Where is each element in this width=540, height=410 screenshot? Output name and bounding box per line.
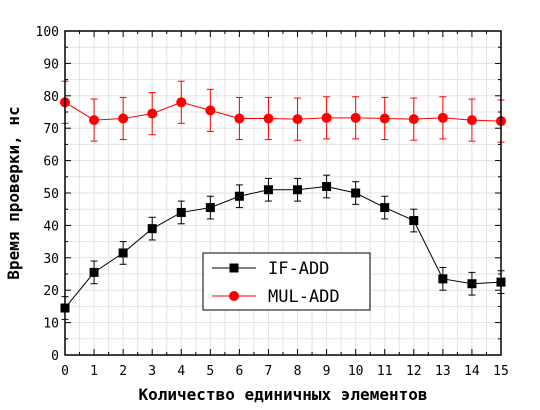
x-tick-label: 9	[323, 364, 331, 379]
point-if-add	[263, 185, 273, 195]
legend-marker-shape	[229, 263, 239, 273]
x-tick-label: 0	[61, 364, 69, 379]
x-tick-label: 1	[90, 364, 98, 379]
y-tick-label: 10	[43, 317, 59, 332]
x-tick-label: 12	[406, 364, 422, 379]
y-tick-label: 30	[43, 252, 59, 267]
legend-marker-shape	[229, 291, 239, 301]
y-tick-label: 50	[43, 187, 59, 202]
x-tick-label: 3	[148, 364, 156, 379]
series-lines	[64, 101, 502, 309]
point-mul-add	[89, 115, 100, 126]
error-bars	[61, 80, 505, 320]
x-tick-label: 8	[294, 364, 302, 379]
point-mul-add	[176, 97, 187, 108]
legend: IF-ADD MUL-ADD	[202, 252, 371, 311]
point-mul-add	[321, 112, 332, 123]
point-mul-add	[147, 108, 158, 119]
point-if-add	[147, 224, 157, 234]
y-tick-label: 100	[36, 25, 59, 40]
y-tick-label: 90	[43, 57, 59, 72]
x-tick-label: 11	[377, 364, 393, 379]
point-if-add	[467, 279, 477, 289]
point-if-add	[205, 203, 215, 213]
y-tick-labels: 0 10 20 30 40 50 60 70 80 90 100	[36, 25, 59, 364]
legend-box	[202, 252, 371, 311]
point-if-add	[322, 182, 332, 192]
legend-label-mul-add: MUL-ADD	[268, 287, 340, 307]
point-mul-add	[408, 114, 419, 125]
x-tick-label: 4	[177, 364, 185, 379]
point-if-add	[234, 191, 244, 201]
x-axis-label: Количество единичных элементов	[139, 385, 428, 404]
point-if-add	[380, 203, 390, 213]
axis-ticks	[64, 30, 502, 356]
point-mul-add	[437, 112, 448, 123]
point-if-add	[293, 185, 303, 195]
point-if-add	[409, 216, 419, 226]
point-if-add	[89, 267, 99, 277]
y-axis-label: Время проверки, нс	[4, 106, 23, 279]
legend-marker-mul-add	[229, 291, 239, 301]
point-mul-add	[466, 115, 477, 126]
y-tick-label: 70	[43, 122, 59, 137]
x-tick-label: 13	[435, 364, 451, 379]
x-tick-label: 5	[206, 364, 214, 379]
x-tick-labels: 0 1 2 3 4 5 6 7 8 9 10 11 12 13 14 15	[61, 364, 509, 379]
legend-marker-if-add	[229, 263, 239, 273]
point-if-add	[176, 207, 186, 217]
point-if-add	[438, 274, 448, 284]
x-tick-label: 7	[265, 364, 273, 379]
point-mul-add	[118, 113, 129, 124]
line-if-add	[64, 186, 502, 309]
point-mul-add	[263, 113, 274, 124]
y-tick-label: 20	[43, 284, 59, 299]
x-tick-label: 14	[464, 364, 480, 379]
x-tick-label: 15	[493, 364, 509, 379]
y-tick-label: 80	[43, 90, 59, 105]
y-tick-label: 60	[43, 155, 59, 170]
point-mul-add	[292, 114, 303, 125]
y-tick-label: 40	[43, 219, 59, 234]
point-mul-add	[379, 113, 390, 124]
point-if-add	[118, 248, 128, 258]
x-tick-label: 2	[119, 364, 127, 379]
legend-label-if-add: IF-ADD	[268, 259, 329, 279]
series-markers	[60, 97, 506, 313]
point-if-add	[351, 188, 361, 198]
point-mul-add	[205, 105, 216, 116]
point-mul-add	[350, 112, 361, 123]
x-tick-label: 6	[235, 364, 243, 379]
point-mul-add	[234, 113, 245, 124]
x-tick-label: 10	[348, 364, 364, 379]
y-tick-label: 0	[51, 349, 59, 364]
line-mul-add	[64, 101, 502, 122]
